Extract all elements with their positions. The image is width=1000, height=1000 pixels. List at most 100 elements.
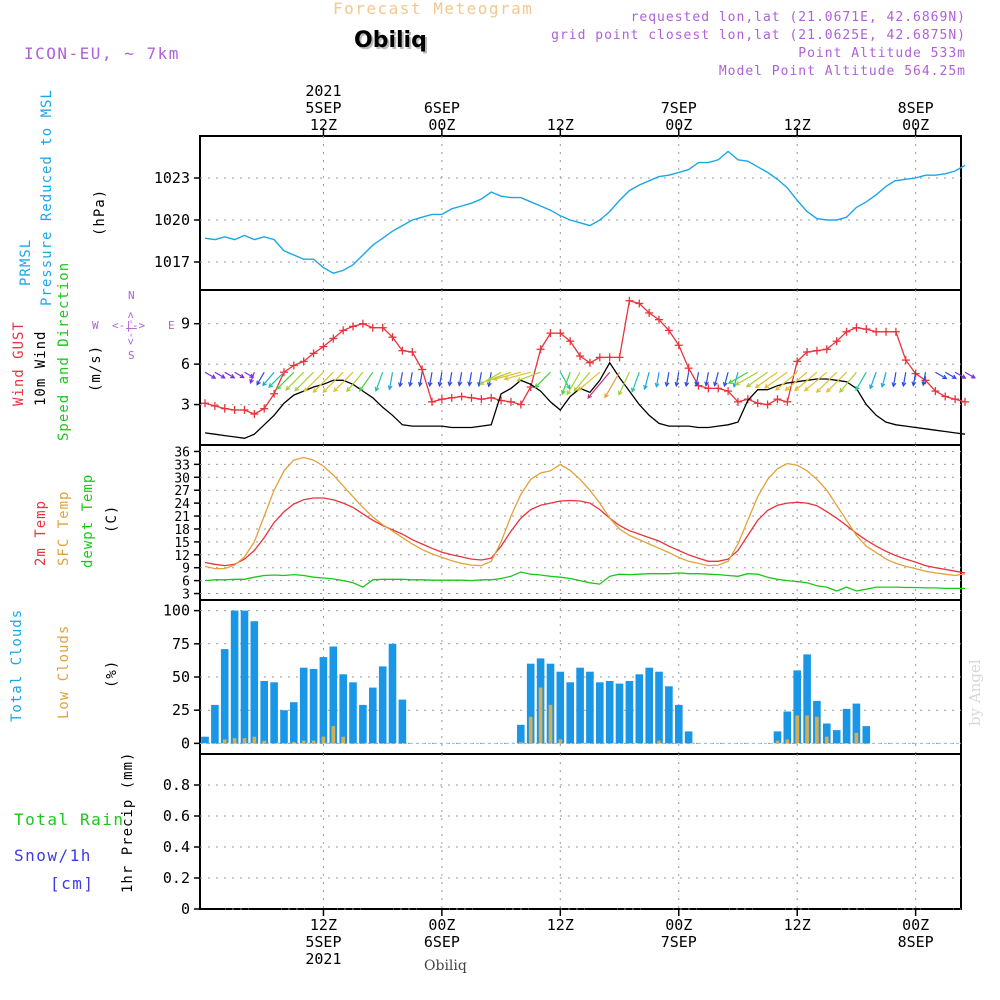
wind-arrow <box>467 372 473 387</box>
gust-marker <box>339 326 348 335</box>
time-label-bottom: 00Z <box>428 916 455 934</box>
wind-arrow <box>745 371 768 388</box>
low-cloud-bar <box>657 740 661 744</box>
time-label-top: 6SEP <box>424 99 460 117</box>
gust-marker <box>378 323 387 332</box>
time-label-top: 00Z <box>665 116 692 134</box>
clouds-total-label: Total Clouds <box>9 608 25 722</box>
wind-arrow-shaft <box>794 371 818 392</box>
wind-arrow-shaft <box>755 371 778 388</box>
gust-marker <box>201 399 209 408</box>
gust-marker <box>704 384 713 393</box>
wind-arrow <box>447 372 453 387</box>
ytick-label-pressure: 1023 <box>154 169 190 187</box>
wind-arrow-shaft <box>695 372 700 386</box>
temp-line-2m-temp <box>204 497 966 574</box>
total-cloud-bar <box>773 731 782 744</box>
gust-marker <box>457 392 466 401</box>
requested-coords: requested lon,lat (21.0671E, 42.6869N) <box>630 10 966 25</box>
gust-marker <box>447 393 456 402</box>
wind-arrow-head <box>467 381 473 387</box>
wind-arrow-shaft <box>214 371 226 379</box>
wind-arrow-shaft <box>224 371 235 379</box>
wind-arrow-head <box>408 381 413 388</box>
wind-arrow-shaft <box>685 372 690 386</box>
wind-arrow-head <box>262 381 267 387</box>
gust-marker <box>960 397 969 406</box>
wind-arrow-head <box>891 382 897 388</box>
total-cloud-bar <box>665 686 673 744</box>
wind-arrow-shaft <box>723 372 729 387</box>
wind-arrow-shaft <box>705 372 709 386</box>
wind-arrow-shaft <box>839 371 857 393</box>
gust-marker <box>941 392 950 401</box>
total-cloud-bar <box>645 667 653 744</box>
gust-marker <box>872 327 881 336</box>
ytick-label-clouds: 50 <box>172 668 190 686</box>
wind-arrow-head <box>951 374 957 379</box>
gust-marker <box>358 319 367 328</box>
low-cloud-bar <box>815 716 819 744</box>
gust-marker <box>289 361 298 370</box>
wind-arrow <box>312 371 334 393</box>
wind-arrow <box>204 371 217 379</box>
ytick-label-temperature: 36 <box>174 445 190 460</box>
wind-arrow-shaft <box>902 372 907 386</box>
wind-rose-horizontal: <-|-> <box>112 319 146 332</box>
wind-arrow-head <box>631 387 636 393</box>
wind-arrow-head <box>566 390 572 396</box>
wind-arrow-shaft <box>204 371 216 379</box>
time-label-bottom: 00Z <box>665 916 692 934</box>
wind-arrow <box>713 372 719 387</box>
wind-arrow <box>249 372 255 385</box>
precip-snow-label: Snow/1h <box>14 846 92 865</box>
gust-marker <box>822 345 831 354</box>
low-cloud-bar <box>242 738 247 744</box>
wind-arrow-head <box>333 387 339 393</box>
ytick-label-temperature: 9 <box>182 562 190 577</box>
wind-arrow-head <box>359 386 364 392</box>
wind-arrow-head <box>880 382 886 389</box>
wind-arrow-shaft <box>764 371 788 389</box>
gust-marker <box>585 358 594 367</box>
wind-arrow-head <box>855 386 860 392</box>
wind-arrow <box>694 372 700 387</box>
wind-arrow-shaft <box>964 371 976 379</box>
time-label-top: 12Z <box>310 116 337 134</box>
gust-marker <box>773 395 782 404</box>
gust-marker <box>832 337 841 346</box>
wind-arrow-head <box>417 381 423 388</box>
time-label-top: 2021 <box>305 82 341 100</box>
total-cloud-bar <box>201 736 209 744</box>
wind-arrow <box>880 372 887 389</box>
wind-arrow-head <box>447 381 453 387</box>
wind-arrow <box>214 371 226 379</box>
clouds-unit: (%) <box>104 659 120 688</box>
time-label-bottom: 6SEP <box>424 933 460 951</box>
wind-arrow-shaft <box>468 372 473 386</box>
low-cloud-bar <box>795 715 799 744</box>
gust-marker <box>684 364 693 373</box>
low-cloud-bar <box>262 740 266 744</box>
ytick-label-temperature: 3 <box>182 588 190 603</box>
wind-arrow-head <box>961 374 967 379</box>
total-cloud-bar <box>270 682 278 744</box>
precip-axis-label: 1hr Precip (mm) <box>120 751 136 893</box>
wind-arrow-head <box>921 381 927 387</box>
wind-arrow-head <box>303 387 309 393</box>
ytick-label-pressure: 1020 <box>154 211 190 229</box>
temp-unit: (C) <box>104 504 120 533</box>
total-cloud-bar <box>635 674 644 744</box>
wind-arrow-shaft <box>785 371 808 391</box>
location-title: Obiliq <box>354 28 427 53</box>
total-cloud-bar <box>250 621 259 744</box>
wind-arrow-shaft <box>478 372 482 386</box>
wind-arrow <box>457 372 463 387</box>
gust-marker <box>714 384 723 393</box>
wind-arrow-head <box>674 381 680 388</box>
wind-arrow-head <box>694 381 700 387</box>
total-cloud-bar <box>309 669 318 744</box>
wind-arrow <box>935 371 948 380</box>
clouds-low-label: Low Clouds <box>56 624 72 719</box>
ytick-label-precip: 0.4 <box>163 838 190 856</box>
